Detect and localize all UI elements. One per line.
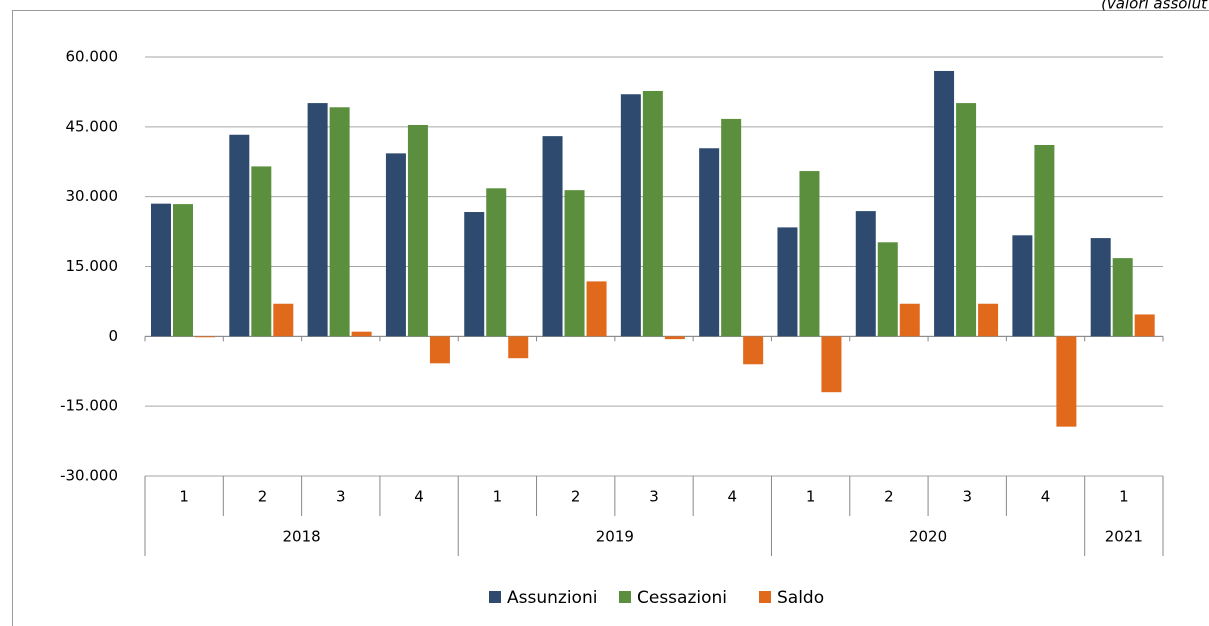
chart-subtitle: (valori assolut	[1101, 0, 1208, 13]
bar	[1090, 238, 1111, 337]
y-tick-label: 30.000	[66, 187, 119, 205]
x-tick-label: 2	[884, 488, 894, 506]
y-tick-label: 45.000	[66, 117, 119, 135]
bar	[329, 107, 350, 337]
bar	[542, 136, 563, 337]
year-label: 2019	[596, 528, 634, 546]
x-tick-label: 4	[1041, 488, 1051, 506]
bar	[777, 227, 798, 337]
bar	[486, 188, 507, 337]
bar	[464, 212, 485, 337]
bar	[743, 336, 764, 365]
bar	[721, 118, 742, 337]
year-label: 2021	[1105, 528, 1143, 546]
legend-swatch	[489, 591, 501, 603]
y-tick-label: -30.000	[60, 467, 118, 485]
bar	[1112, 258, 1133, 337]
bar	[978, 303, 999, 337]
bar	[899, 303, 920, 337]
legend-label: Assunzioni	[507, 588, 597, 608]
bar	[229, 134, 250, 337]
y-tick-label: -15.000	[60, 397, 118, 415]
bar	[151, 203, 171, 337]
y-tick-label: 15.000	[66, 257, 119, 275]
x-tick-label: 4	[414, 488, 424, 506]
year-label: 2018	[283, 528, 321, 546]
bar	[799, 171, 820, 337]
x-tick-label: 1	[179, 488, 189, 506]
y-tick-label: 60.000	[66, 48, 119, 66]
y-tick-label: 0	[108, 327, 118, 345]
x-tick-label: 3	[649, 488, 659, 506]
bar	[385, 153, 406, 337]
bar	[273, 303, 294, 337]
bar	[620, 94, 641, 337]
x-tick-label: 2	[571, 488, 581, 506]
bar	[508, 336, 529, 359]
x-tick-label: 3	[962, 488, 972, 506]
bar	[351, 331, 372, 337]
bar	[586, 281, 607, 337]
bar	[251, 166, 272, 337]
x-tick-label: 4	[728, 488, 738, 506]
bar	[934, 70, 955, 337]
bar	[307, 103, 328, 337]
bar	[664, 336, 685, 340]
bar	[699, 148, 720, 337]
bar	[173, 204, 193, 337]
bar	[956, 103, 977, 337]
legend-label: Cessazioni	[637, 588, 727, 608]
legend-swatch	[759, 591, 771, 603]
bar	[1056, 336, 1077, 427]
chart-border	[12, 10, 1209, 626]
bar	[429, 336, 450, 364]
x-tick-label: 2	[258, 488, 268, 506]
x-tick-label: 3	[336, 488, 346, 506]
bar	[821, 336, 842, 393]
bar	[407, 124, 428, 337]
legend-label: Saldo	[777, 588, 824, 608]
x-tick-label: 1	[493, 488, 503, 506]
x-tick-label: 1	[1119, 488, 1129, 506]
year-label: 2020	[909, 528, 947, 546]
bar	[195, 336, 215, 338]
bar	[1012, 235, 1033, 337]
bar	[855, 211, 876, 337]
legend-swatch	[619, 591, 631, 603]
bar	[1034, 144, 1055, 337]
bar	[564, 190, 585, 337]
bar	[1134, 314, 1155, 337]
bar	[642, 90, 663, 337]
x-tick-label: 1	[806, 488, 816, 506]
bar	[877, 242, 898, 337]
